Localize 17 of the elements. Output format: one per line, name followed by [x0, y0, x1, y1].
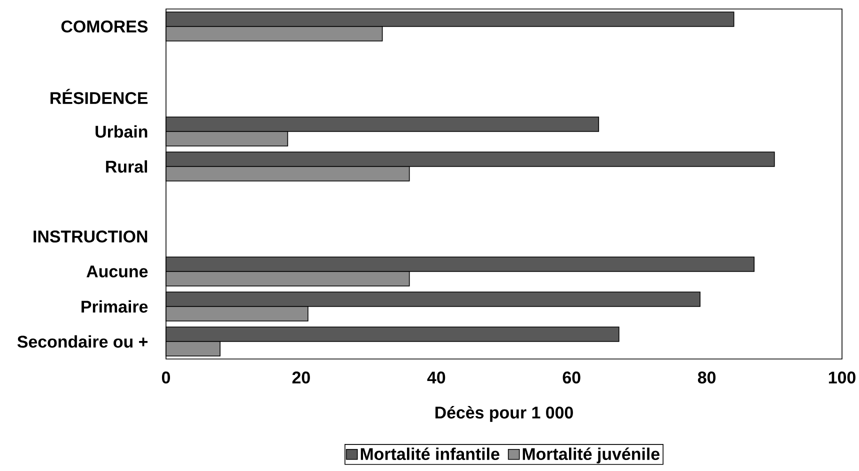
x-axis-title: Décès pour 1 000 [435, 406, 573, 422]
x-tick-label: 0 [162, 372, 170, 384]
y-tick-label: Primaire [82, 300, 148, 313]
x-tick-label: 40 [427, 372, 446, 384]
y-tick-label: Aucune [86, 266, 148, 278]
x-tick-label: 20 [292, 372, 310, 384]
y-tick-label: INSTRUCTION [34, 230, 148, 243]
y-tick-label: Secondaire ou + [17, 335, 148, 348]
x-tick-label: 60 [562, 372, 580, 384]
legend-label: Mortalité juvénile [522, 447, 660, 464]
legend-label: Mortalité infantile [360, 447, 500, 460]
y-tick-label: Rural [106, 160, 148, 173]
y-tick-label: Urbain [96, 125, 148, 138]
x-tick-label: 100 [828, 372, 856, 384]
y-tick-label: RÉSIDENCE [50, 88, 148, 104]
x-tick-label: 80 [698, 372, 716, 384]
y-tick-label: COMORES [61, 20, 148, 32]
